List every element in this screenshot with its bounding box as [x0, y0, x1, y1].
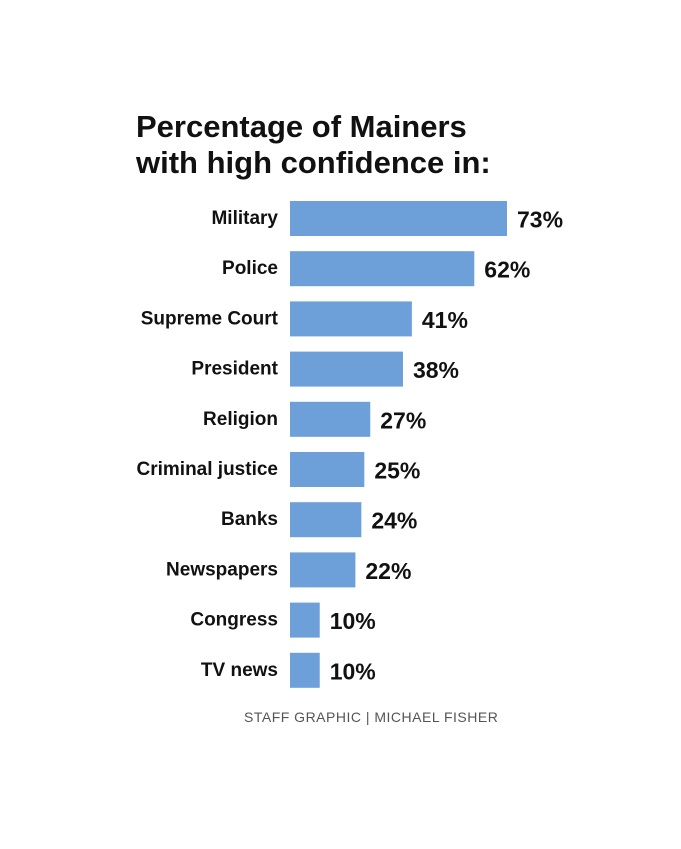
- value-label-criminal-justice: 25%: [374, 458, 420, 484]
- bar-banks: [290, 502, 362, 538]
- bar-criminal-justice: [290, 452, 365, 487]
- bar-religion: [290, 401, 371, 437]
- category-label-congress: Congress: [190, 610, 278, 631]
- category-label-banks: Banks: [221, 509, 278, 530]
- bar-supreme-court: [290, 301, 412, 337]
- category-label-religion: Religion: [203, 409, 278, 430]
- category-label-supreme-court: Supreme Court: [141, 308, 279, 329]
- category-label-police: Police: [222, 258, 278, 279]
- bar-newspapers: [290, 552, 356, 588]
- category-label-newspapers: Newspapers: [166, 559, 278, 580]
- value-label-police: 62%: [484, 257, 530, 283]
- bar-president: [290, 351, 403, 387]
- chart-title-line-2: with high confidence in:: [136, 145, 491, 180]
- staff-graphic-credit: STAFF GRAPHIC | MICHAEL FISHER: [244, 709, 499, 725]
- value-label-supreme-court: 41%: [422, 307, 468, 333]
- value-label-newspapers: 22%: [365, 558, 411, 584]
- category-label-president: President: [191, 359, 278, 380]
- value-label-congress: 10%: [330, 608, 376, 634]
- value-label-tv-news: 10%: [330, 658, 376, 684]
- category-label-military: Military: [211, 208, 278, 229]
- chart-title: Percentage of Mainers with high confiden…: [136, 109, 491, 181]
- bar-congress: [290, 602, 320, 638]
- chart-title-line-1: Percentage of Mainers: [136, 109, 467, 144]
- value-label-military: 73%: [517, 207, 563, 233]
- bar-police: [290, 251, 475, 287]
- category-label-tv-news: TV news: [201, 660, 278, 681]
- value-label-religion: 27%: [380, 407, 426, 433]
- bar-military: [290, 201, 507, 236]
- value-label-banks: 24%: [371, 508, 417, 534]
- value-label-president: 38%: [413, 357, 459, 383]
- bar-tv-news: [290, 652, 320, 688]
- category-label-criminal-justice: Criminal justice: [137, 459, 279, 480]
